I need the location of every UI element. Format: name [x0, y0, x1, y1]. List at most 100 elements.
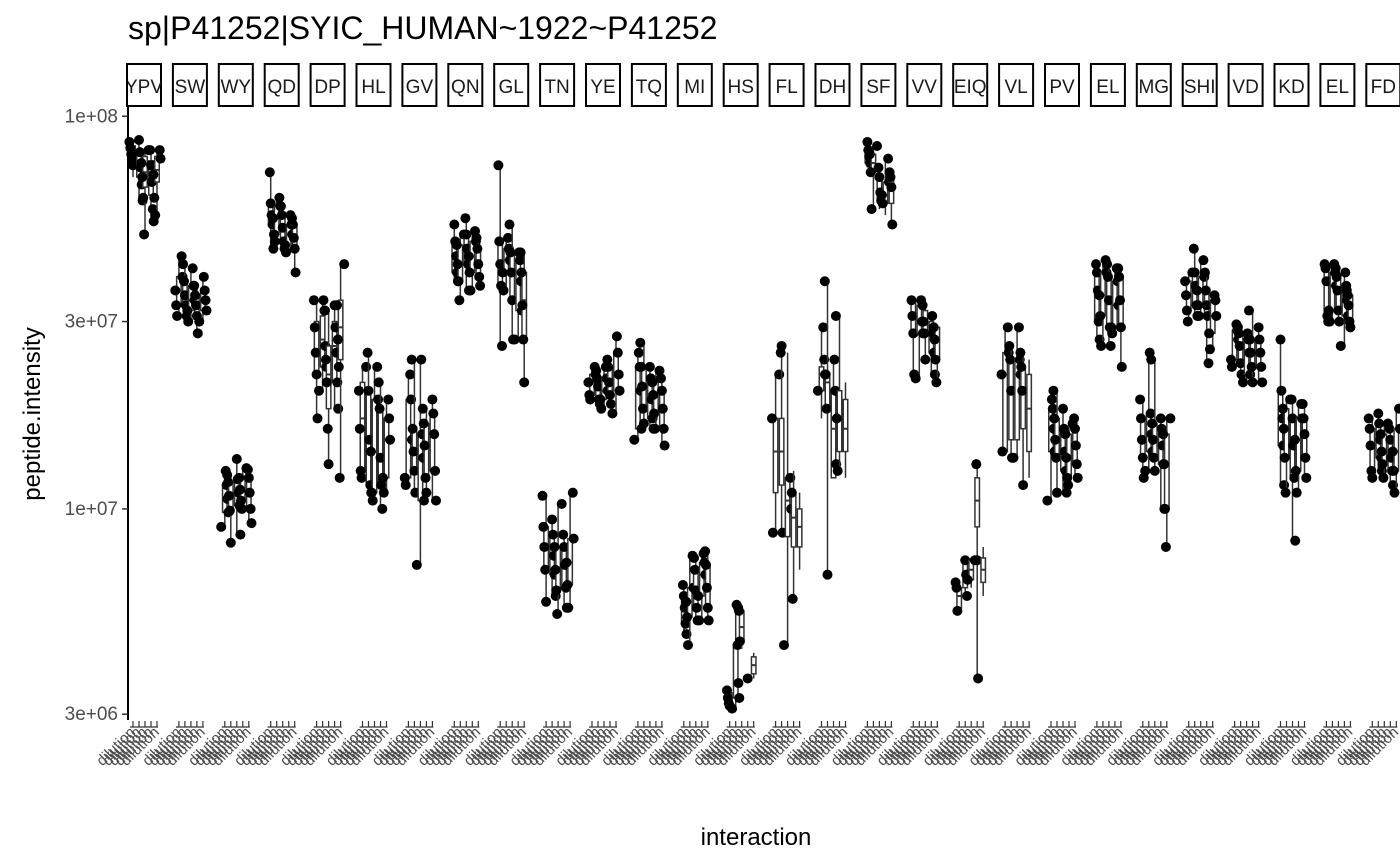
data-point — [1042, 495, 1053, 506]
facet-panel: VLdilutiondilutiondilutiondilutiondiluti… — [965, 63, 1035, 769]
box-group — [602, 354, 616, 410]
data-point — [830, 310, 841, 321]
data-point — [1373, 408, 1384, 419]
data-point — [1091, 267, 1102, 278]
data-point — [339, 259, 350, 270]
facet-strip — [952, 63, 989, 107]
data-point — [154, 145, 165, 156]
data-point — [821, 403, 832, 414]
data-point — [356, 472, 367, 483]
data-point — [962, 574, 973, 585]
facet-strip — [860, 63, 897, 107]
facet-strip — [355, 63, 392, 107]
data-point — [1226, 361, 1237, 372]
box-group — [742, 673, 753, 684]
data-point — [465, 285, 476, 296]
data-point — [612, 347, 623, 358]
data-point — [779, 640, 789, 651]
data-point — [644, 361, 655, 372]
data-point — [602, 354, 613, 365]
box-group — [1375, 418, 1393, 483]
data-point — [1257, 377, 1268, 388]
data-point — [365, 446, 376, 457]
data-point — [635, 337, 646, 348]
data-point — [374, 403, 385, 414]
data-point — [498, 285, 509, 296]
data-point — [1050, 434, 1061, 445]
data-point — [962, 591, 972, 602]
data-point — [311, 369, 322, 380]
data-point — [787, 593, 798, 604]
data-point — [1244, 334, 1255, 345]
data-point — [429, 429, 440, 440]
data-point — [1375, 429, 1386, 440]
data-point — [702, 602, 713, 613]
facet-strip — [1135, 63, 1172, 107]
facet-panel: DPdilutiondilutiondilutiondilutiondiluti… — [277, 63, 350, 769]
box-group — [1232, 322, 1247, 380]
box-body — [974, 477, 981, 528]
data-point — [155, 153, 166, 164]
box-group — [796, 492, 803, 570]
data-point — [831, 413, 842, 424]
data-point — [1013, 322, 1024, 333]
facet-panel: TNdilutiondilutiondilutiondilutiondiluti… — [506, 63, 579, 769]
data-point — [1069, 413, 1080, 424]
box-group — [194, 271, 212, 327]
data-point — [187, 263, 198, 274]
data-point — [818, 322, 829, 333]
data-point — [1276, 385, 1287, 396]
data-point — [332, 300, 342, 311]
data-point — [363, 385, 374, 396]
data-point — [505, 247, 516, 258]
data-point — [656, 373, 666, 384]
facet-strip — [401, 63, 438, 107]
data-point — [1113, 263, 1124, 274]
data-point — [1345, 322, 1356, 333]
data-point — [430, 465, 441, 476]
data-point — [277, 222, 288, 233]
data-point — [537, 490, 548, 501]
data-point — [1253, 322, 1264, 333]
data-point — [243, 472, 254, 483]
data-point — [383, 394, 394, 405]
data-point — [234, 472, 245, 483]
facet-strip — [447, 63, 484, 107]
data-point — [539, 541, 550, 552]
data-point — [333, 403, 344, 414]
data-point — [917, 300, 928, 311]
facet-strip — [1365, 63, 1400, 107]
facet-strip-label: SW — [175, 77, 206, 98]
data-point — [1377, 459, 1388, 470]
data-point — [407, 423, 418, 434]
data-point — [812, 385, 823, 396]
facet-strip-label: GL — [499, 77, 524, 98]
data-point — [400, 480, 411, 491]
data-point — [236, 495, 246, 506]
data-point — [427, 394, 438, 405]
box-group — [1387, 403, 1400, 498]
data-point — [334, 472, 345, 483]
data-point — [504, 219, 515, 230]
data-point — [275, 201, 286, 212]
data-point — [774, 369, 785, 380]
data-point — [1290, 535, 1301, 546]
facet-strip-label: FD — [1371, 77, 1396, 98]
data-point — [551, 585, 562, 596]
data-point — [405, 369, 416, 380]
box-group — [332, 259, 350, 483]
box-group — [1015, 347, 1029, 491]
data-point — [385, 434, 396, 445]
box-group — [829, 354, 842, 479]
data-point — [182, 305, 193, 316]
data-point — [231, 453, 242, 464]
data-point — [431, 495, 441, 506]
data-point — [605, 399, 616, 410]
box-group — [493, 160, 507, 351]
facet-panel: HSdilutiondilutiondilutiondilutiondiluti… — [690, 63, 760, 769]
facet-strip — [998, 63, 1035, 107]
data-point — [322, 423, 333, 434]
data-point — [1046, 394, 1057, 405]
data-point — [1279, 452, 1290, 463]
